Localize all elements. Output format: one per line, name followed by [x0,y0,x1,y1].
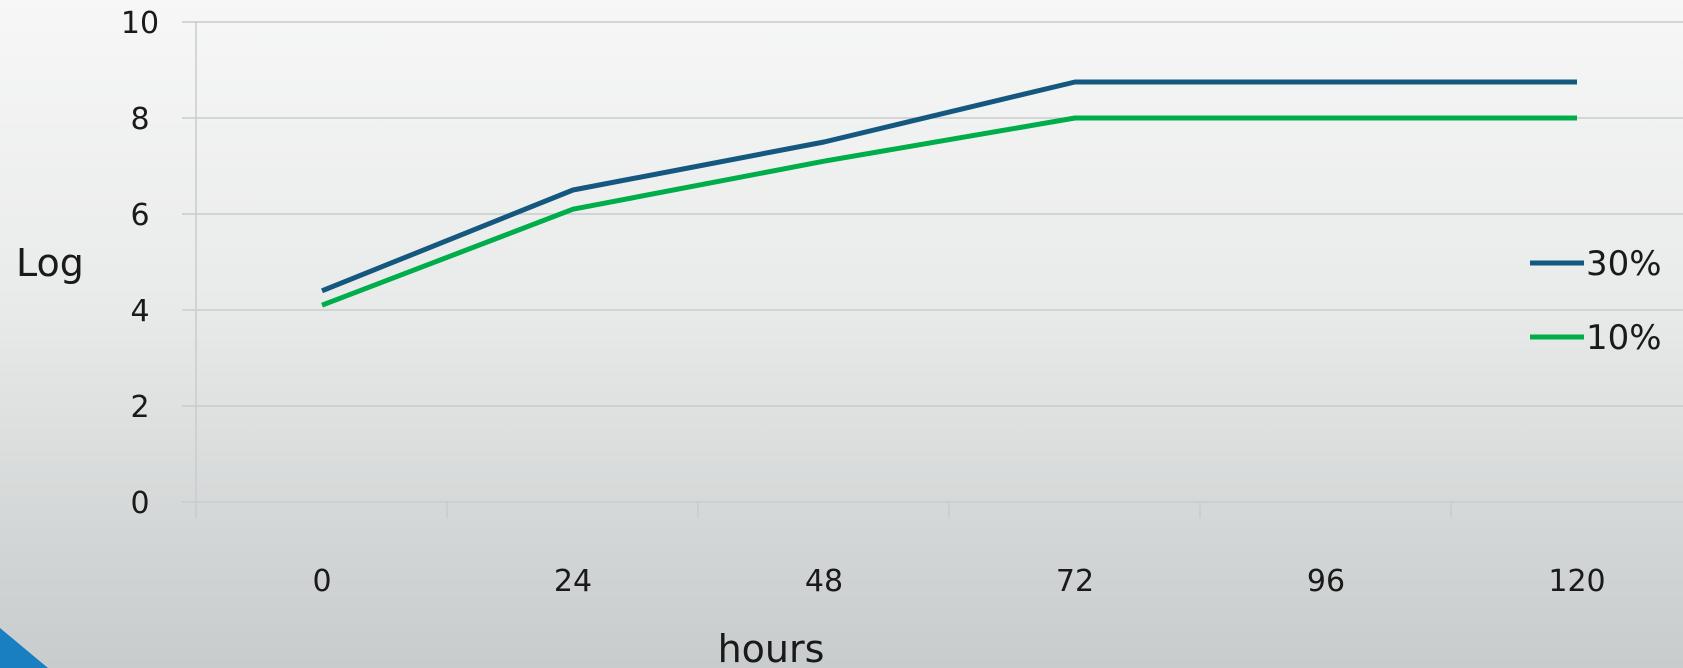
x-tick-label: 48 [805,564,843,599]
y-tick-label: 8 [130,102,149,137]
x-axis-ticks: 0 24 48 72 96 120 [312,564,1605,599]
y-axis-ticks: 0 2 4 6 8 10 [121,6,159,521]
y-axis-title: Log [16,241,84,285]
y-tick-label: 10 [121,6,159,41]
y-tick-label: 0 [130,486,149,521]
x-tick-label: 24 [554,564,592,599]
x-tick-label: 96 [1307,564,1345,599]
legend-label: 30% [1586,244,1662,284]
x-tick-label: 0 [312,564,331,599]
corner-accent-shape [0,628,48,668]
series-line-1 [321,115,1577,308]
series-line-0 [321,79,1577,294]
legend-label: 10% [1586,318,1662,358]
x-axis-title: hours [718,627,825,668]
y-tick-label: 4 [130,294,149,329]
legend: 30% 10% [1530,244,1662,358]
series-layer [321,79,1578,308]
x-tick-label: 72 [1056,564,1094,599]
y-tick-label: 2 [130,390,149,425]
x-tick-label: 120 [1548,564,1605,599]
y-tick-label: 6 [130,198,149,233]
